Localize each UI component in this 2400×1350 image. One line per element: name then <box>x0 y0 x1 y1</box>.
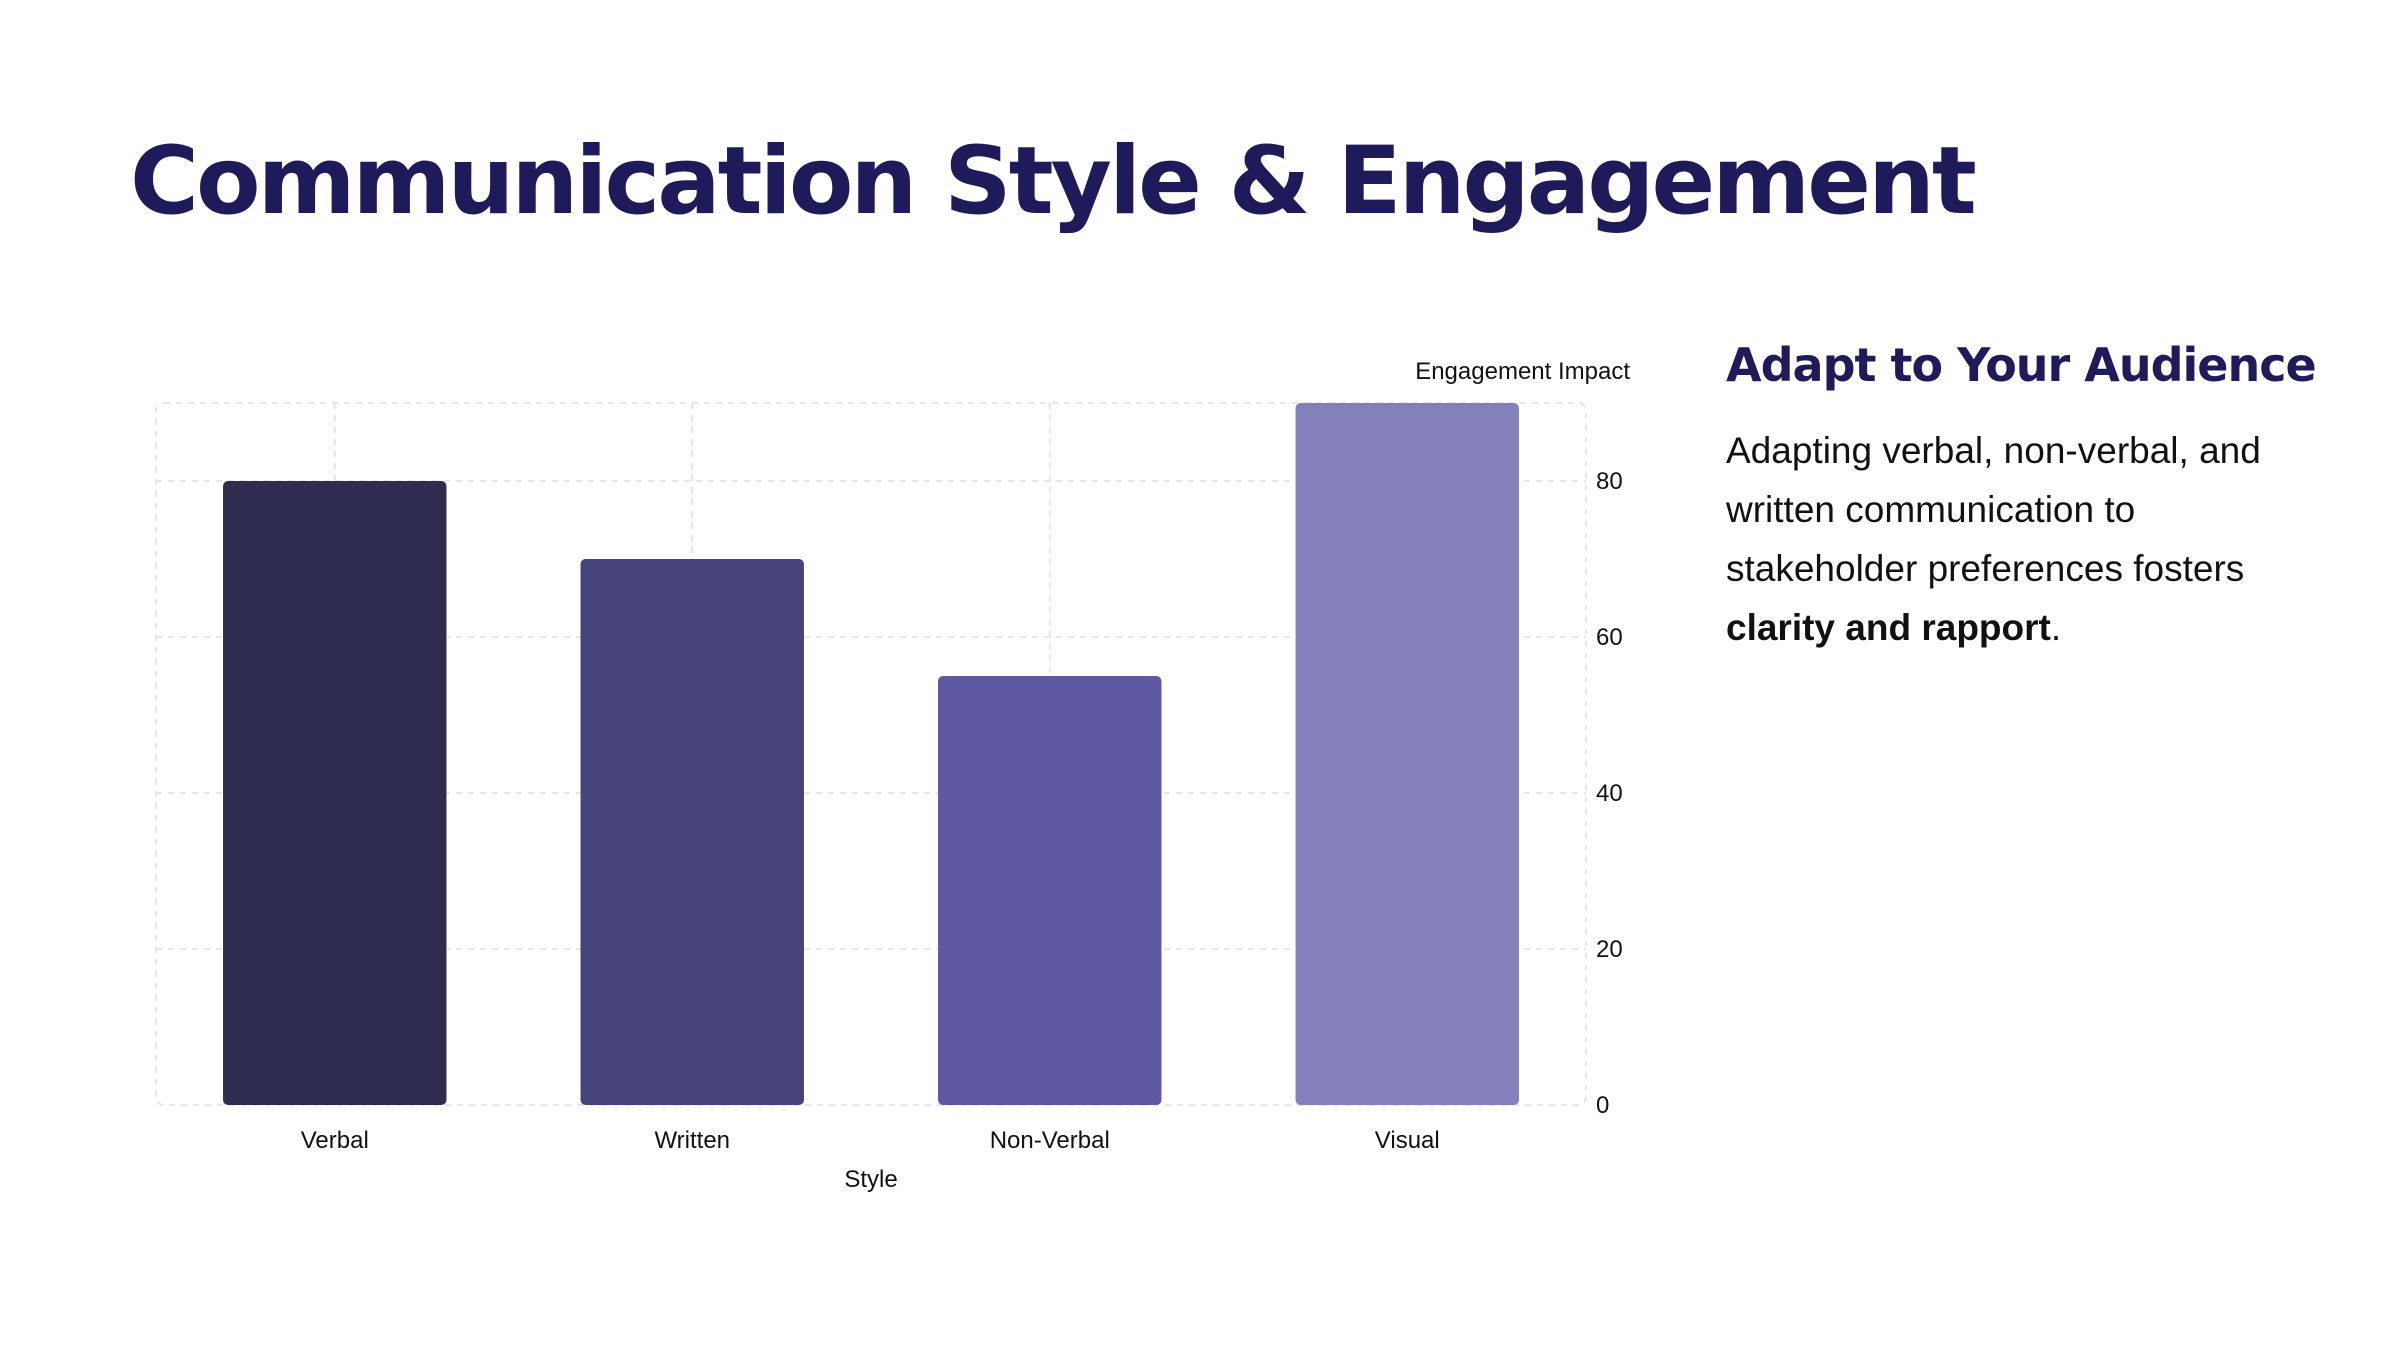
bar-chart-svg: 0 20 40 60 80 Verbal Written Non-Verbal Visual St… <box>155 358 1630 1193</box>
y-tick-label-60: 60 <box>1596 624 1623 651</box>
side-panel: Adapt to Your Audience Adapting verbal, … <box>1726 338 2326 657</box>
side-heading: Adapt to Your Audience <box>1726 338 2317 392</box>
bar-non-verbal <box>938 676 1162 1105</box>
side-body: Adapting verbal, non-verbal, and written… <box>1726 421 2326 657</box>
x-tick-label-non-verbal: Non-Verbal <box>990 1127 1110 1154</box>
bar-verbal <box>223 481 447 1105</box>
y-tick-label-80: 80 <box>1596 468 1623 495</box>
side-body-lead: Adapting verbal, non-verbal, and written… <box>1726 430 2261 590</box>
y-tick-label-0: 0 <box>1596 1092 1609 1119</box>
x-axis-title: Style <box>844 1166 897 1193</box>
plot-frame <box>155 402 1587 1106</box>
page-title: Communication Style & Engagement <box>130 127 1977 236</box>
x-tick-label-visual: Visual <box>1375 1127 1440 1154</box>
side-body-bold: clarity and rapport <box>1726 607 2051 649</box>
x-tick-label-written: Written <box>654 1127 730 1154</box>
y-tick-label-40: 40 <box>1596 780 1623 807</box>
bar-written <box>580 559 804 1105</box>
bar-chart: 0 20 40 60 80 Verbal Written Non-Verbal Visual St… <box>155 358 1630 1193</box>
y-axis-title: Engagement Impact <box>1415 358 1630 385</box>
bar-visual <box>1295 403 1519 1105</box>
x-tick-label-verbal: Verbal <box>301 1127 369 1154</box>
y-tick-label-20: 20 <box>1596 936 1623 963</box>
side-body-tail: . <box>2050 607 2062 649</box>
